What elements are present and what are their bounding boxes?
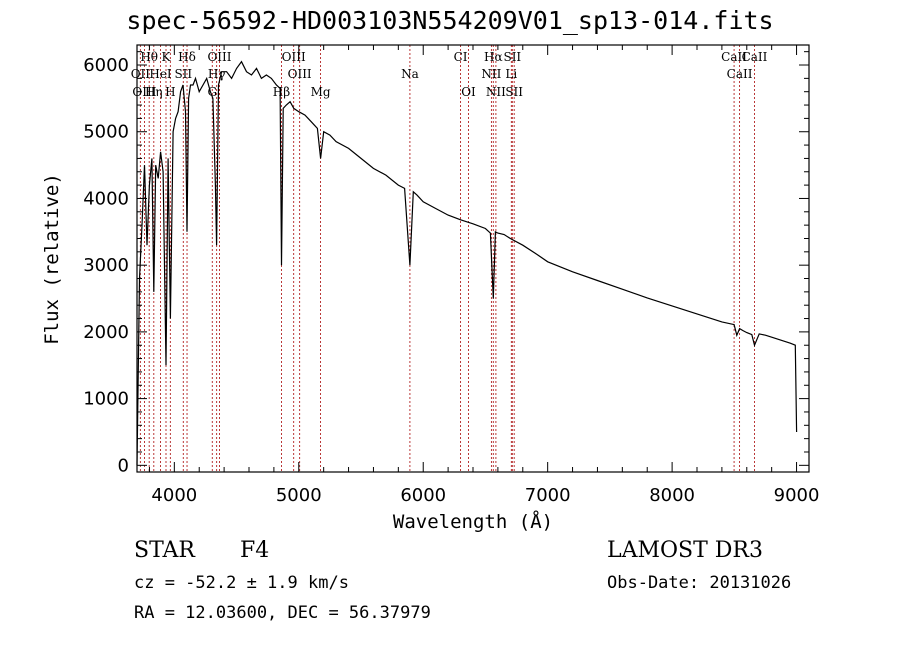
spectral-line-markers (139, 45, 755, 472)
x-axis-label: Wavelength (Å) (393, 510, 553, 533)
y-tick-label: 6000 (83, 55, 129, 76)
spectral-line-label: OIII (282, 50, 306, 64)
spectral-line-label: SII (503, 50, 521, 64)
spectral-line-label: OI (461, 85, 476, 99)
spectral-line-label: G (207, 85, 217, 99)
spectral-line-label: SII (174, 67, 192, 81)
spectral-line-label: NII (486, 85, 506, 99)
spectral-line-label: CaII (727, 67, 753, 81)
spectral-line-label: OII (131, 67, 151, 81)
spectral-line-label: Hη (145, 85, 163, 99)
spectral-line-label: K (162, 50, 172, 64)
observation-date: Obs-Date: 20131026 (607, 573, 792, 593)
axis-ticks (137, 45, 809, 472)
x-tick-label: 5000 (276, 485, 322, 506)
axis-tick-labels: 4000 5000 6000 7000 8000 9000 0 1000 2000 3000 400… (83, 55, 819, 506)
redshift-cz: cz = -52.2 ± 1.9 km/s (134, 573, 349, 593)
spectral-line-label: CaII (721, 50, 747, 64)
survey-name: LAMOST DR3 (607, 538, 763, 563)
spectral-line-label: CaII (742, 50, 768, 64)
spectral-line-label: Mg (311, 85, 331, 99)
y-tick-label: 5000 (83, 122, 129, 143)
y-tick-label: 2000 (83, 322, 129, 343)
x-tick-label: 8000 (649, 485, 695, 506)
coordinates: RA = 12.03600, DEC = 56.37979 (134, 603, 431, 623)
spectral-line-label: OIII (132, 85, 156, 99)
spectral-line-label: Li (505, 67, 517, 81)
spectral-line-label: Hδ (178, 50, 196, 64)
x-tick-label: 4000 (151, 485, 197, 506)
spectral-line-label: OIII (288, 67, 312, 81)
spectral-line-label: Na (401, 67, 419, 81)
spectral-line-label: CI (454, 50, 468, 64)
x-tick-label: 9000 (774, 485, 820, 506)
spectral-line-label: SII (505, 85, 523, 99)
object-class: STAR (134, 538, 195, 563)
spectral-line-label: H (165, 85, 175, 99)
spectral-line-label: Hθ (140, 50, 158, 64)
spectral-line-label: Hγ (208, 67, 226, 81)
y-tick-label: 0 (118, 455, 129, 476)
x-tick-label: 7000 (525, 485, 571, 506)
spectral-line-label: Hα (484, 50, 503, 64)
spectral-line-label: NII (481, 67, 501, 81)
y-tick-label: 1000 (83, 389, 129, 410)
y-axis-label: Flux (relative) (41, 173, 63, 345)
spectral-line-label: OIII (207, 50, 231, 64)
chart-title: spec-56592-HD003103N554209V01_sp13-014.f… (126, 6, 774, 35)
flux-series-line (136, 60, 798, 466)
y-tick-label: 4000 (83, 188, 129, 209)
y-tick-label: 3000 (83, 255, 129, 276)
plot-frame (136, 44, 810, 473)
object-subclass: F4 (240, 538, 270, 563)
spectral-line-label: HeI (149, 67, 172, 81)
spectral-line-label: Hβ (273, 85, 290, 99)
x-tick-label: 6000 (400, 485, 446, 506)
